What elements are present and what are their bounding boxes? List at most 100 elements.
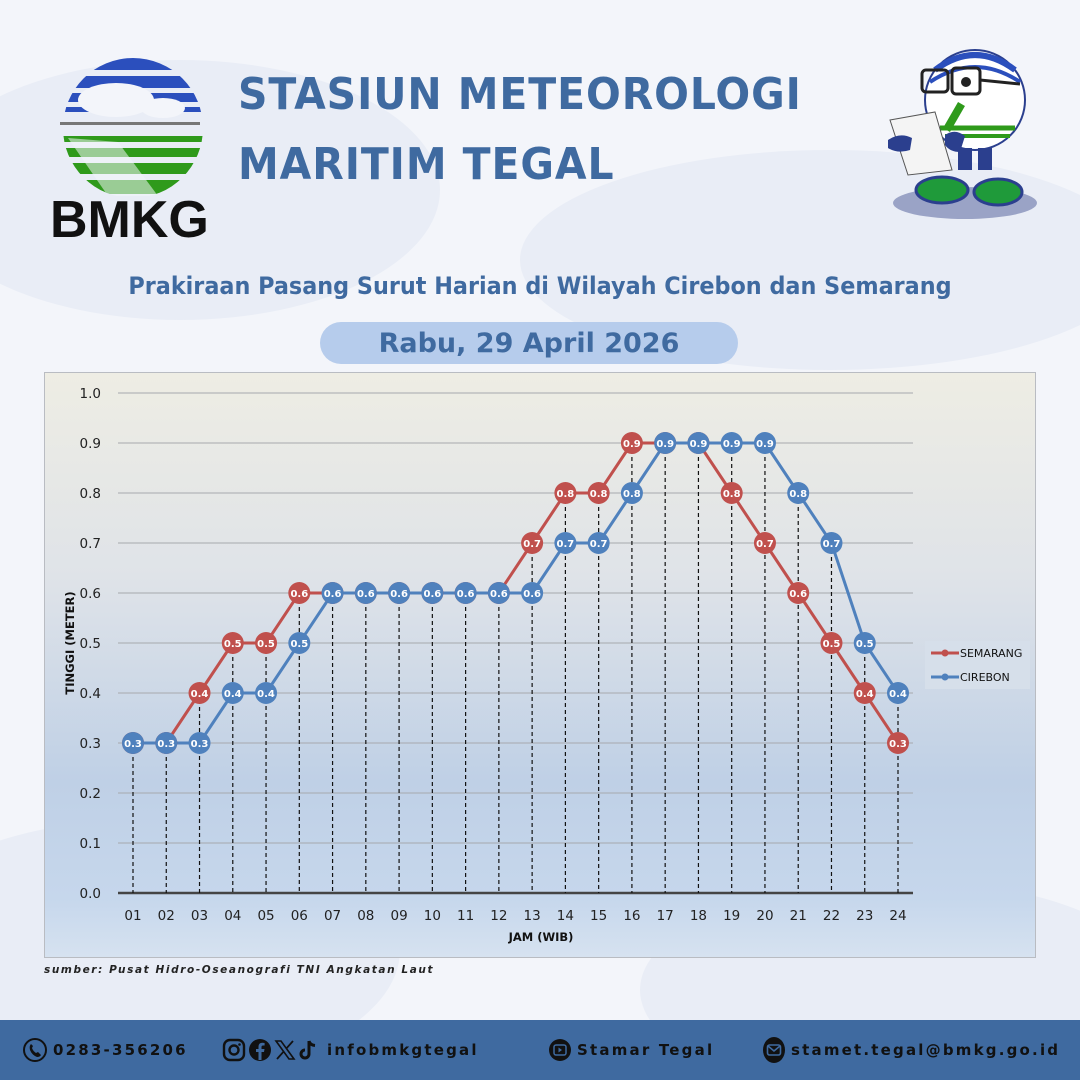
data-label: 0.8 [557,489,575,500]
station-title-line2: MARITIM TEGAL [238,139,615,190]
y-tick-label: 0.7 [80,536,101,552]
y-tick-label: 0.5 [80,636,101,652]
data-label: 0.6 [324,589,342,600]
y-tick-label: 0.6 [80,586,101,602]
data-label: 0.6 [457,589,475,600]
x-tick-label: 01 [124,908,141,924]
x-tick-label: 06 [291,908,308,924]
forecast-subtitle: Prakiraan Pasang Surut Harian di Wilayah… [128,272,952,300]
data-label: 0.5 [856,639,874,650]
x-tick-label: 21 [790,908,807,924]
data-point-cirebon [122,732,144,754]
data-label: 0.4 [889,689,907,700]
data-label: 0.7 [590,539,608,550]
email-icon [763,1037,785,1063]
data-point-cirebon [255,682,278,704]
social-handle: infobmkgtegal [327,1041,479,1059]
footer-youtube[interactable]: Stamar Tegal [548,1020,714,1080]
data-label: 0.7 [557,539,575,550]
data-point-cirebon [221,682,244,704]
data-point-cirebon [620,482,643,504]
x-tick-label: 04 [224,908,241,924]
chart-legend [925,641,1030,689]
data-point-cirebon [587,532,610,554]
y-axis-title: TINGGI (METER) [63,591,77,694]
youtube-icon [549,1039,571,1061]
data-point-semarang [221,632,244,654]
data-label: 0.6 [523,589,541,600]
x-tick-label: 05 [257,908,274,924]
x-tick-label: 14 [557,908,574,924]
data-label: 0.8 [789,489,807,500]
y-tick-label: 0.4 [80,686,101,702]
data-point-cirebon [853,632,876,654]
data-point-semarang [521,532,544,554]
data-point-semarang [853,682,876,704]
data-point-cirebon [554,532,577,554]
data-source-note: sumber: Pusat Hidro-Oseanografi TNI Angk… [44,964,435,976]
data-point-semarang [787,582,810,604]
tide-chart: 0.0 0.1 0.2 0.3 0.4 0.5 0.6 0.7 0.8 0.9 1.0 01 02 03 0… [44,372,1036,958]
bmkg-logo-text: BMKG [50,191,209,249]
data-label: 0.7 [756,539,774,550]
contact-footer: 0283-356206 infobmkgtegal Stamar Tegal [0,1020,1080,1080]
footer-social[interactable]: infobmkgtegal [222,1020,479,1080]
data-point-semarang [620,432,643,454]
data-label: 0.7 [823,539,841,550]
data-point-cirebon [887,682,909,704]
mascot-illustration-icon [888,49,1037,219]
data-label: 0.6 [357,589,375,600]
data-label: 0.8 [590,489,608,500]
data-point-semarang [255,632,278,654]
x-tick-label: 07 [324,908,341,924]
data-point-cirebon [753,432,776,454]
data-point-cirebon [820,532,843,554]
data-label: 0.6 [290,589,308,600]
legend-label: SEMARANG [960,647,1022,660]
data-label: 0.5 [224,639,242,650]
email-address: stamet.tegal@bmkg.go.id [791,1041,1061,1059]
y-tick-label: 0.0 [80,886,101,902]
data-point-semarang [587,482,610,504]
x-tick-label: 18 [690,908,707,924]
data-label: 0.7 [523,539,541,550]
station-title: STASIUN METEOROLOGI MARITIM TEGAL [238,60,802,200]
x-axis-title: JAM (WIB) [508,930,574,944]
data-label: 0.4 [257,689,275,700]
data-point-cirebon [654,432,677,454]
x-tick-label: 22 [823,908,840,924]
data-label: 0.3 [889,739,907,750]
footer-phone[interactable]: 0283-356206 [22,1020,188,1080]
x-tick-label: 03 [191,908,208,924]
footer-email[interactable]: stamet.tegal@bmkg.go.id [762,1020,1060,1080]
data-point-cirebon [354,582,377,604]
data-point-cirebon [454,582,477,604]
y-tick-label: 1.0 [80,386,101,402]
data-label: 0.4 [224,689,242,700]
legend-label: CIREBON [960,671,1010,684]
background-wave-shape [0,60,440,320]
data-label: 0.8 [623,489,641,500]
youtube-channel: Stamar Tegal [577,1041,715,1059]
legend-marker [941,673,949,681]
y-tick-label: 0.3 [80,736,101,752]
x-tick-label: 16 [623,908,640,924]
data-point-cirebon [388,582,411,604]
y-tick-label: 0.1 [80,836,101,852]
data-label: 0.4 [191,689,209,700]
x-tick-label: 10 [424,908,441,924]
tiktok-icon [299,1040,316,1060]
data-point-semarang [188,682,211,704]
data-label: 0.3 [124,739,142,750]
facebook-icon [249,1039,271,1061]
data-point-semarang [288,582,311,604]
y-tick-label: 0.8 [80,486,101,502]
data-point-cirebon [288,632,311,654]
data-label: 0.8 [723,489,741,500]
x-tick-label: 17 [657,908,674,924]
x-tick-label: 11 [457,908,474,924]
phone-number: 0283-356206 [53,1041,188,1059]
data-label: 0.6 [390,589,408,600]
x-twitter-icon [274,1040,296,1060]
data-point-cirebon [787,482,810,504]
